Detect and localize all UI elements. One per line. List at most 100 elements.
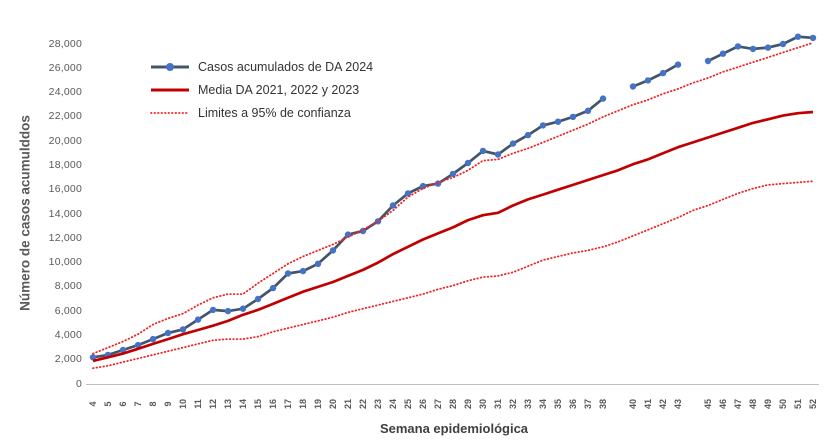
x-tick-label: 47 (733, 398, 743, 410)
y-tick-label: 12,000 (48, 231, 82, 244)
data-point-marker (404, 190, 412, 197)
data-point-marker (224, 307, 232, 315)
data-point-marker (374, 218, 382, 225)
y-tick-label: 6,000 (54, 304, 82, 317)
data-point-marker (539, 122, 547, 129)
x-tick-label: 48 (748, 398, 758, 410)
y-tick-label: 14,000 (48, 207, 82, 220)
data-point-marker (164, 329, 172, 337)
x-tick-label: 45 (703, 398, 713, 410)
data-point-marker (524, 131, 532, 139)
legend-item: Casos acumulados de DA 2024 (150, 55, 373, 78)
x-axis-title: Semana epidemiológica (379, 421, 529, 436)
legend-item: Limites a 95% de confianza (150, 101, 373, 124)
data-point-marker (149, 335, 157, 343)
x-tick-label: 13 (223, 398, 233, 410)
data-point-marker (674, 61, 682, 68)
data-point-marker (209, 306, 217, 314)
x-tick-label: 49 (763, 398, 773, 410)
x-tick-label: 9 (163, 401, 173, 407)
y-tick-label: 4,000 (54, 328, 82, 341)
data-point-marker (389, 202, 397, 209)
y-tick-label: 0 (75, 377, 82, 390)
y-tick-label: 22,000 (48, 110, 82, 123)
x-tick-label: 28 (448, 398, 458, 410)
x-tick-label: 43 (673, 398, 683, 410)
series-line-0 (632, 63, 679, 88)
x-tick-label: 20 (328, 398, 338, 410)
legend-swatch-line (151, 88, 189, 91)
y-tick-label: 24,000 (48, 86, 82, 99)
data-point-marker (749, 45, 757, 53)
x-tick-label: 42 (658, 398, 668, 410)
x-tick-label: 21 (343, 398, 353, 410)
x-tick-label: 19 (313, 398, 323, 410)
data-point-marker (329, 247, 337, 254)
x-tick-label: 40 (628, 398, 638, 410)
x-tick-label: 22 (358, 398, 368, 410)
data-point-marker (119, 346, 127, 354)
x-tick-label: 7 (133, 401, 143, 407)
data-point-marker (89, 354, 97, 361)
data-point-marker (284, 270, 292, 277)
x-tick-label: 4 (88, 401, 98, 407)
x-tick-label: 36 (568, 398, 578, 410)
x-tick-label: 10 (178, 398, 188, 410)
x-tick-label: 38 (598, 398, 608, 410)
x-tick-label: 25 (403, 398, 413, 410)
data-point-marker (314, 260, 322, 267)
x-tick-label: 37 (583, 398, 593, 410)
x-tick-label: 33 (523, 398, 533, 410)
x-tick-label: 24 (388, 398, 398, 410)
series-line-3 (92, 180, 814, 370)
y-tick-label: 18,000 (48, 158, 82, 171)
data-point-marker (434, 180, 442, 187)
data-point-marker (764, 44, 772, 51)
series-line-0 (707, 35, 814, 63)
legend: Casos acumulados de DA 2024 Media DA 2021… (150, 55, 373, 124)
data-point-marker (704, 57, 712, 65)
x-tick-label: 41 (643, 398, 653, 410)
legend-label: Casos acumulados de DA 2024 (198, 59, 374, 74)
y-tick-label: 26,000 (48, 61, 82, 74)
x-tick-label: 23 (373, 398, 383, 410)
x-tick-label: 18 (298, 398, 308, 410)
data-point-marker (464, 159, 472, 167)
y-tick-label: 28,000 (48, 37, 82, 50)
data-point-marker (794, 33, 802, 40)
x-tick-label: 8 (148, 401, 158, 407)
data-point-marker (194, 316, 202, 323)
data-point-marker (344, 231, 352, 238)
data-point-marker (449, 170, 457, 178)
legend-label: Limites a 95% de confianza (198, 105, 351, 120)
data-point-marker (254, 295, 262, 303)
data-point-marker (509, 140, 517, 147)
x-tick-label: 16 (268, 398, 278, 410)
x-tick-label: 30 (478, 398, 488, 410)
x-tick-label: 34 (538, 398, 548, 410)
x-tick-label: 46 (718, 398, 728, 410)
x-tick-label: 26 (418, 398, 428, 410)
y-tick-label: 10,000 (48, 256, 82, 269)
data-point-marker (569, 113, 577, 121)
x-tick-label: 14 (238, 398, 248, 410)
x-tick-label: 15 (253, 398, 263, 410)
x-tick-label: 51 (793, 398, 803, 410)
x-tick-label: 31 (493, 398, 503, 410)
x-tick-label: 52 (808, 398, 818, 410)
data-point-marker (494, 151, 502, 158)
series-line-1 (92, 110, 814, 363)
data-point-marker (599, 95, 607, 102)
data-point-marker (134, 341, 142, 349)
y-tick-label: 8,000 (54, 280, 82, 293)
legend-item: Media DA 2021, 2022 y 2023 (150, 78, 373, 101)
x-tick-label: 50 (778, 398, 788, 410)
x-tick-label: 17 (283, 398, 293, 410)
data-point-marker (299, 267, 307, 275)
y-axis-title: Número de casos acumulddos (17, 115, 33, 311)
data-point-marker (269, 284, 277, 292)
data-point-marker (239, 305, 247, 312)
x-tick-label: 5 (103, 401, 113, 407)
data-point-marker (554, 118, 562, 125)
